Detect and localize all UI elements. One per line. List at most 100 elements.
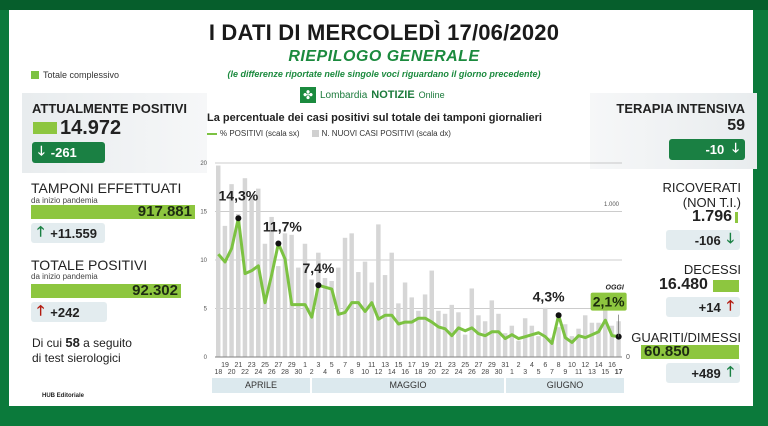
decessi-bar: [713, 280, 739, 292]
page-note: (le differenze riportate nelle singole v…: [227, 69, 541, 79]
card-terapia-intensiva: TERAPIA INTENSIVA 59 -10 🡓: [590, 93, 757, 169]
svg-text:14: 14: [595, 362, 603, 369]
svg-text:22: 22: [241, 369, 249, 376]
svg-text:18: 18: [415, 369, 423, 376]
ricoverati-delta: -106 🡓: [666, 230, 740, 250]
svg-text:26: 26: [468, 369, 476, 376]
svg-text:11: 11: [575, 369, 582, 376]
svg-text:5: 5: [204, 307, 208, 313]
svg-text:24: 24: [254, 369, 262, 376]
svg-text:0: 0: [204, 355, 208, 361]
totale-positivi-value: 92.302: [132, 282, 178, 299]
svg-text:11,7%: 11,7%: [263, 219, 302, 235]
delta-value: +242: [50, 304, 80, 320]
bottom-band: [0, 406, 768, 426]
svg-text:7,4%: 7,4%: [302, 260, 334, 276]
svg-text:15: 15: [200, 210, 207, 216]
page-title: I DATI DI MERCOLEDÌ 17/06/2020: [208, 20, 560, 45]
ricoverati-value: 1.796: [691, 208, 732, 225]
svg-text:2: 2: [310, 369, 314, 376]
attualmente-positivi-delta: 🡓 -261: [32, 142, 105, 163]
svg-text:26: 26: [268, 369, 276, 376]
arrow-down-icon: 🡓: [38, 142, 45, 158]
svg-text:20: 20: [228, 369, 236, 376]
svg-text:20: 20: [200, 161, 207, 167]
svg-text:16: 16: [608, 362, 616, 369]
svg-text:21: 21: [234, 362, 242, 369]
sierologici-post: a seguito: [83, 336, 132, 350]
svg-text:23: 23: [448, 362, 456, 369]
svg-text:9: 9: [356, 362, 360, 369]
svg-text:12: 12: [581, 362, 589, 369]
delta-value: +14: [698, 299, 721, 315]
svg-text:30: 30: [295, 369, 303, 376]
legend-label-percent: % POSITIVI (scala sx): [220, 129, 300, 138]
card-attualmente-positivi: ATTUALMENTE POSITIVI 14.972 🡓 -261: [22, 93, 207, 173]
terapia-intensiva-label: TERAPIA INTENSIVA: [616, 101, 745, 116]
chart-legend: % POSITIVI (scala sx) N. NUOVI CASI POSI…: [207, 129, 451, 138]
svg-text:12: 12: [375, 369, 383, 376]
brand-logo: ✤ Lombardia NOTIZIE Online: [300, 86, 445, 104]
svg-text:4: 4: [530, 362, 534, 369]
tamponi-label: TAMPONI EFFETTUATI: [31, 180, 182, 196]
guariti-delta: +489 🡑: [666, 363, 740, 383]
totale-positivi-label: TOTALE POSITIVI: [31, 257, 148, 273]
svg-text:15: 15: [395, 362, 403, 369]
svg-text:24: 24: [455, 369, 463, 376]
tamponi-sub: da inizio pandemia: [31, 196, 98, 205]
delta-value: +11.559: [50, 225, 97, 241]
svg-text:16: 16: [401, 369, 409, 376]
arrow-up-icon: 🡑: [726, 363, 734, 379]
arrow-up-icon: 🡑: [37, 302, 45, 318]
svg-text:OGGI: OGGI: [606, 285, 625, 292]
svg-text:0: 0: [626, 354, 630, 361]
arrow-up-icon: 🡑: [726, 297, 734, 313]
svg-text:14,3%: 14,3%: [219, 187, 259, 203]
svg-text:2: 2: [517, 362, 521, 369]
ricoverati-label-2: (NON T.I.): [682, 195, 741, 210]
svg-text:29: 29: [288, 362, 296, 369]
svg-text:5: 5: [330, 362, 334, 369]
month-aprile: APRILE: [212, 378, 310, 393]
svg-text:25: 25: [261, 362, 269, 369]
svg-text:28: 28: [281, 369, 289, 376]
value-bar: [33, 122, 57, 134]
arrow-down-icon: 🡓: [726, 230, 734, 246]
svg-text:11: 11: [368, 362, 375, 369]
svg-text:4,3%: 4,3%: [533, 288, 565, 304]
svg-text:9: 9: [563, 369, 567, 376]
svg-text:5: 5: [537, 369, 541, 376]
brand-name: Lombardia: [320, 89, 368, 101]
tamponi-bar: 917.881: [31, 203, 195, 220]
decessi-value: 16.480: [659, 276, 708, 293]
svg-text:4: 4: [323, 369, 327, 376]
svg-text:18: 18: [214, 369, 222, 376]
svg-text:22: 22: [441, 369, 449, 376]
svg-text:2,1%: 2,1%: [593, 294, 625, 310]
svg-text:30: 30: [495, 369, 503, 376]
svg-text:10: 10: [568, 362, 576, 369]
svg-text:13: 13: [381, 362, 389, 369]
page-subtitle: RIEPILOGO GENERALE: [288, 48, 480, 65]
guariti-label: GUARITI/DIMESSI: [631, 330, 741, 345]
svg-text:17: 17: [615, 369, 623, 376]
terapia-intensiva-value: 59: [727, 117, 745, 134]
sierologici-line2: di test sierologici: [32, 351, 121, 365]
sierologici-count: 58: [65, 335, 80, 350]
svg-text:8: 8: [350, 369, 354, 376]
tamponi-delta: 🡑 +11.559: [31, 223, 105, 243]
brand-online: Online: [418, 90, 445, 100]
legend-label-cases: N. NUOVI CASI POSITIVI (scala dx): [321, 129, 451, 138]
sierologici-pre: Di cui: [32, 336, 63, 350]
green-square-icon: [31, 71, 39, 79]
totale-positivi-bar: 92.302: [31, 282, 181, 299]
attualmente-positivi-label: ATTUALMENTE POSITIVI: [32, 101, 188, 116]
svg-text:19: 19: [221, 362, 229, 369]
gray-square-icon: [311, 130, 319, 138]
svg-text:28: 28: [481, 369, 489, 376]
total-legend: Totale complessivo: [31, 70, 119, 80]
attualmente-positivi-value: 14.972: [60, 117, 122, 139]
svg-text:20: 20: [428, 369, 436, 376]
svg-text:3: 3: [523, 369, 527, 376]
